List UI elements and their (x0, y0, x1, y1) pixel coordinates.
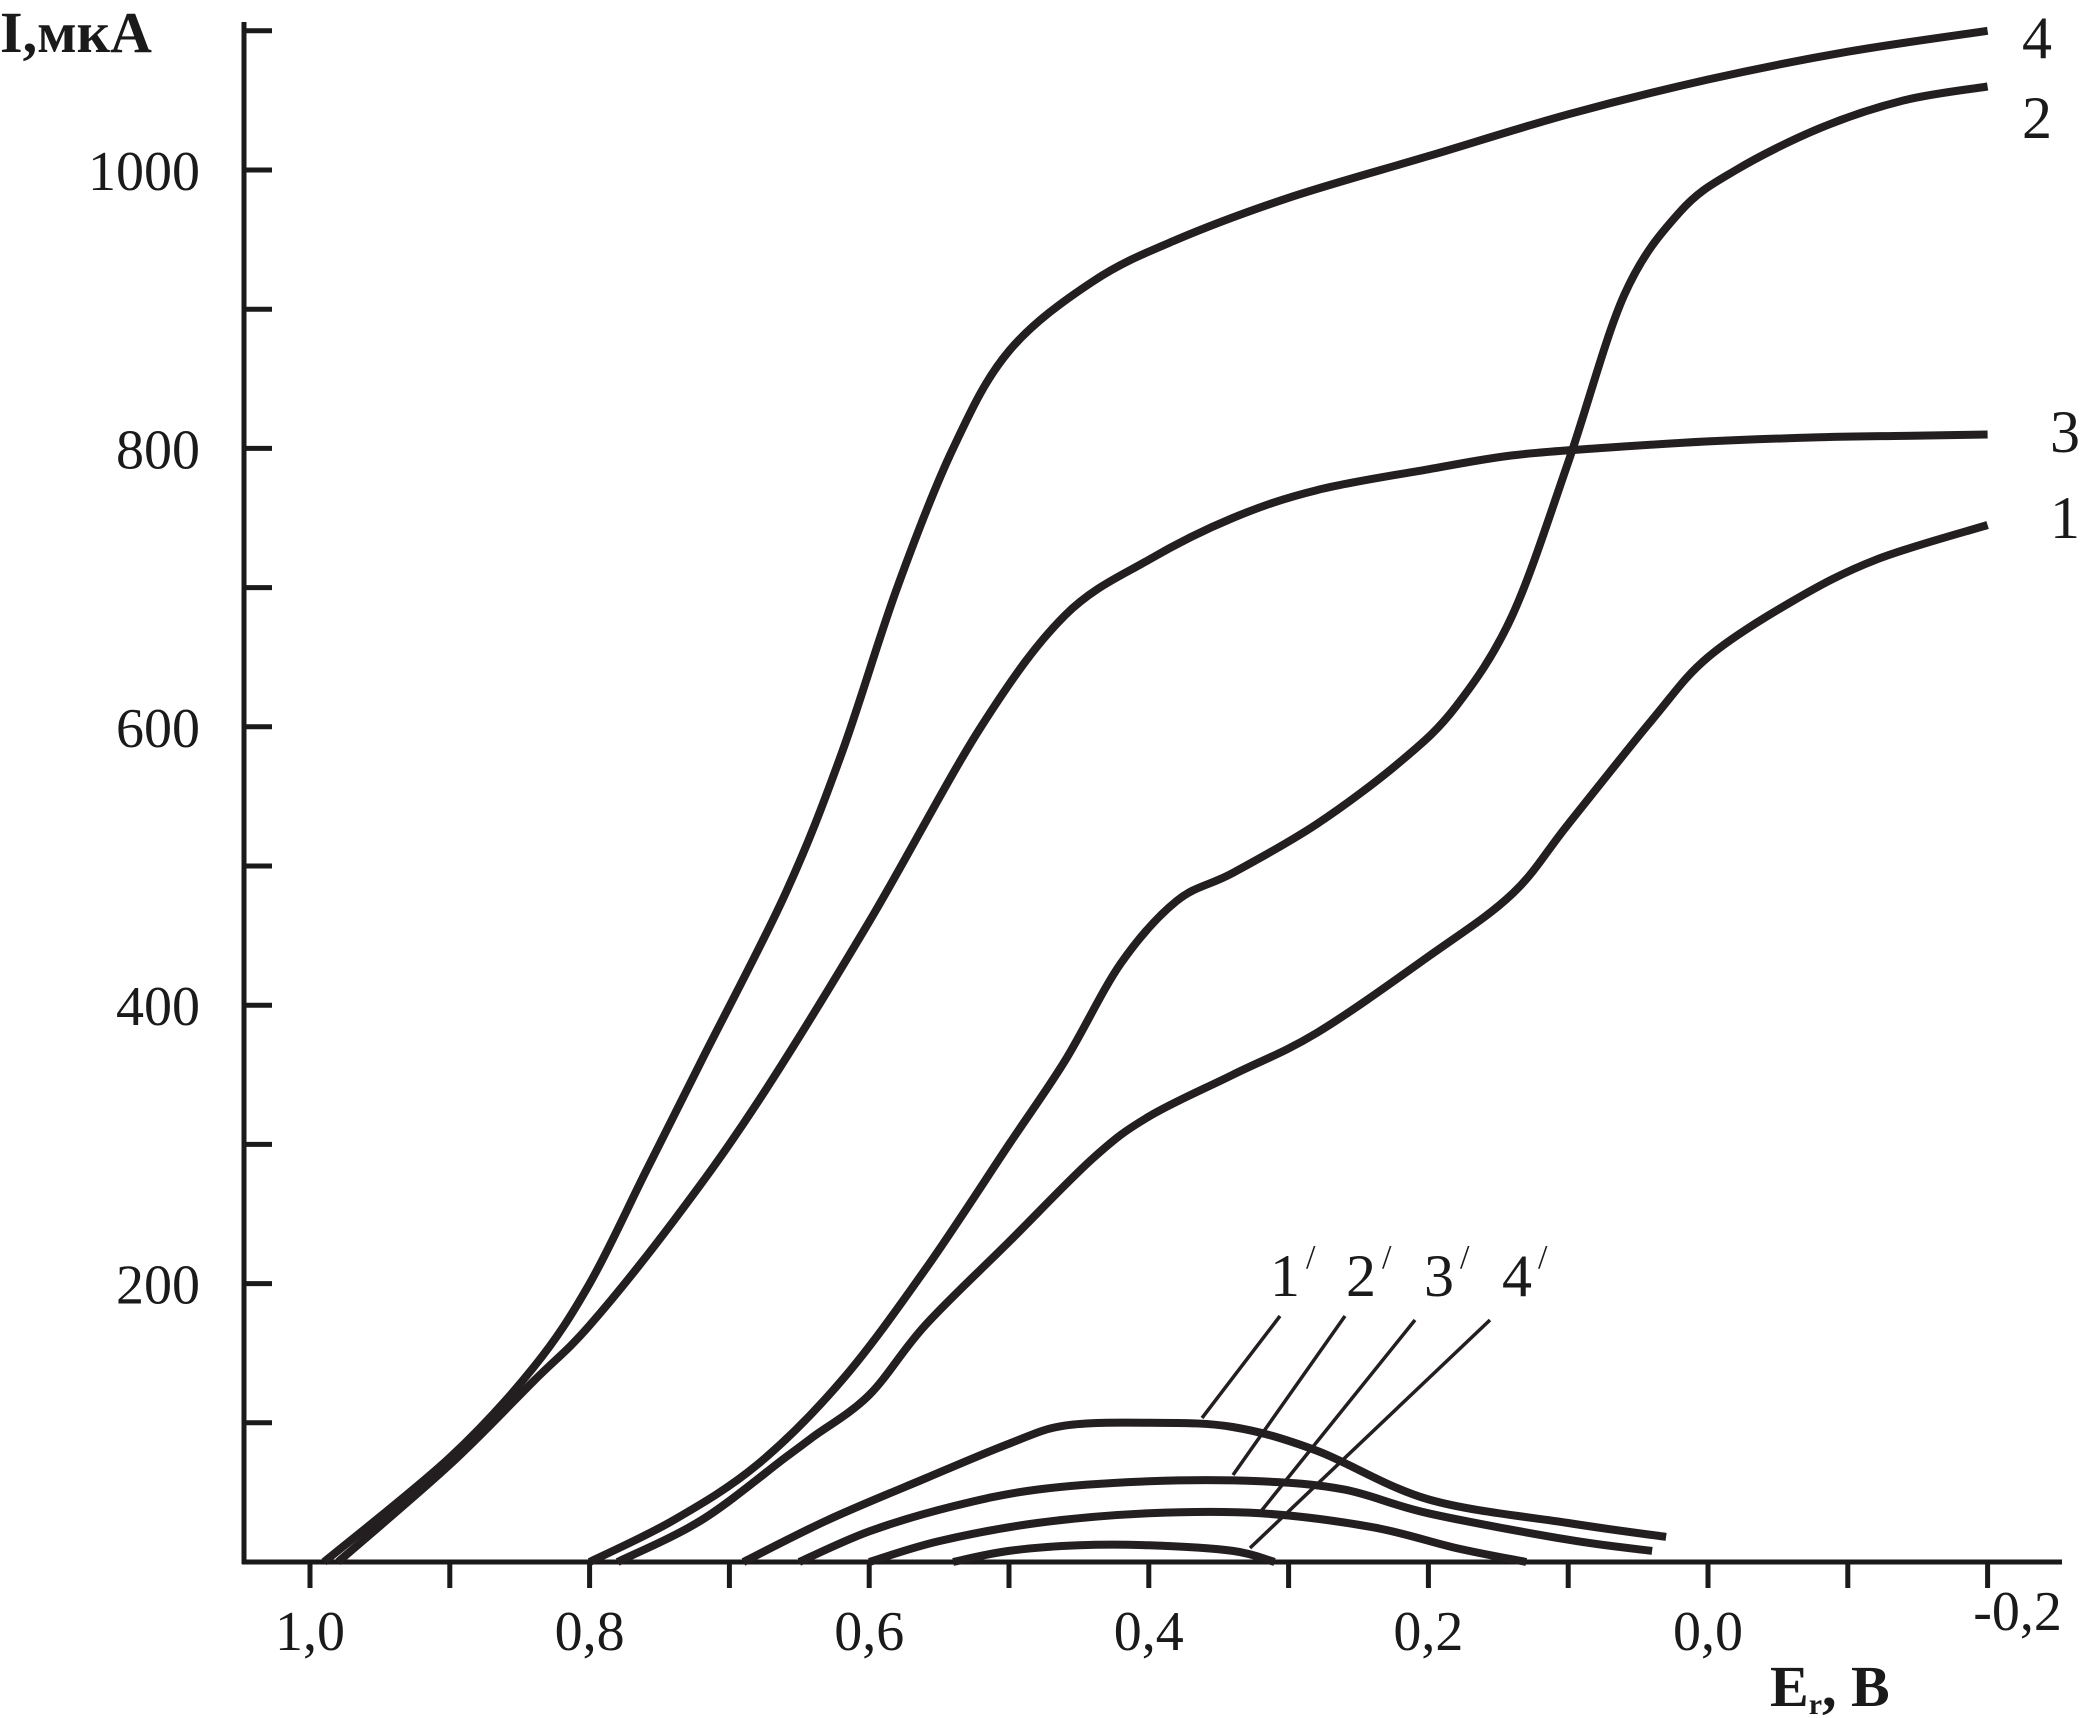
peak-label-3-prime: 3/ (1424, 1239, 1470, 1309)
axis-tick-labels: 200 400 600 800 1000 1,0 0,8 0,6 0,4 0,2 0,0 -0,2 (88, 141, 2062, 1663)
peak-label-1-number: 1 (1270, 1243, 1300, 1309)
leader-line-4-prime (1248, 1318, 1492, 1550)
peak-label-4-prime: 4/ (1502, 1239, 1548, 1309)
x-tick-label: 0,2 (1393, 1601, 1463, 1663)
series-curve-1-prime (741, 1418, 1667, 1566)
series-curve-1 (615, 521, 1989, 1566)
x-tick-label: 0,8 (555, 1601, 625, 1663)
axis-ticks (244, 28, 1991, 1588)
peak-label-4-prime-mark: / (1538, 1239, 1548, 1276)
series-curve-2-prime (797, 1476, 1653, 1566)
y-tick-label: 1000 (88, 141, 200, 203)
peak-label-3-prime-mark: / (1460, 1239, 1470, 1276)
peak-label-2-number: 2 (1346, 1243, 1376, 1309)
y-tick-label: 400 (116, 976, 200, 1038)
y-tick-label: 200 (116, 1255, 200, 1317)
x-tick-label: 0,0 (1673, 1601, 1743, 1663)
x-tick-label: 1,0 (275, 1601, 345, 1663)
peak-label-2-prime: 2/ (1346, 1239, 1392, 1309)
x-axis-title-unit: , В (1822, 1654, 1890, 1718)
x-axis-title: Er, В (1770, 1654, 1890, 1718)
curve-label-4: 4 (2022, 5, 2052, 71)
x-axis-title-main: E (1770, 1654, 1809, 1718)
x-tick-label: 0,6 (834, 1601, 904, 1663)
x-tick-label: -0,2 (1973, 1581, 2062, 1643)
peak-curve-labels: 1/ 2/ 3/ 4/ (1270, 1239, 1548, 1309)
series-curve-2 (587, 82, 1989, 1566)
leader-line-2-prime (1231, 1314, 1347, 1477)
series-curve-3-prime (868, 1507, 1528, 1566)
series-curve-4 (321, 26, 1989, 1566)
peak-label-3-number: 3 (1424, 1243, 1454, 1309)
axes (241, 22, 2062, 1565)
curve-label-2: 2 (2022, 85, 2052, 151)
series-curve-4-prime (952, 1540, 1276, 1566)
x-tick-label: 0,4 (1114, 1601, 1184, 1663)
y-tick-label: 800 (116, 419, 200, 481)
peak-label-4-number: 4 (1502, 1243, 1532, 1309)
series-curve-3 (335, 430, 1988, 1566)
y-tick-label: 600 (116, 698, 200, 760)
peak-label-1-prime-mark: / (1306, 1239, 1316, 1276)
curve-label-3: 3 (2050, 399, 2080, 465)
leader-lines (1200, 1314, 1492, 1550)
peak-label-2-prime-mark: / (1382, 1239, 1392, 1276)
peak-label-1-prime: 1/ (1270, 1239, 1316, 1309)
y-axis-title: I,мкА (0, 0, 152, 65)
x-axis-title-subscript: r (1809, 1688, 1822, 1718)
curve-label-1: 1 (2050, 485, 2080, 551)
leader-line-1-prime (1200, 1314, 1282, 1420)
leader-line-3-prime (1256, 1318, 1417, 1517)
series-curves (321, 26, 1989, 1566)
curve-labels: 4 2 3 1 (2022, 5, 2080, 551)
